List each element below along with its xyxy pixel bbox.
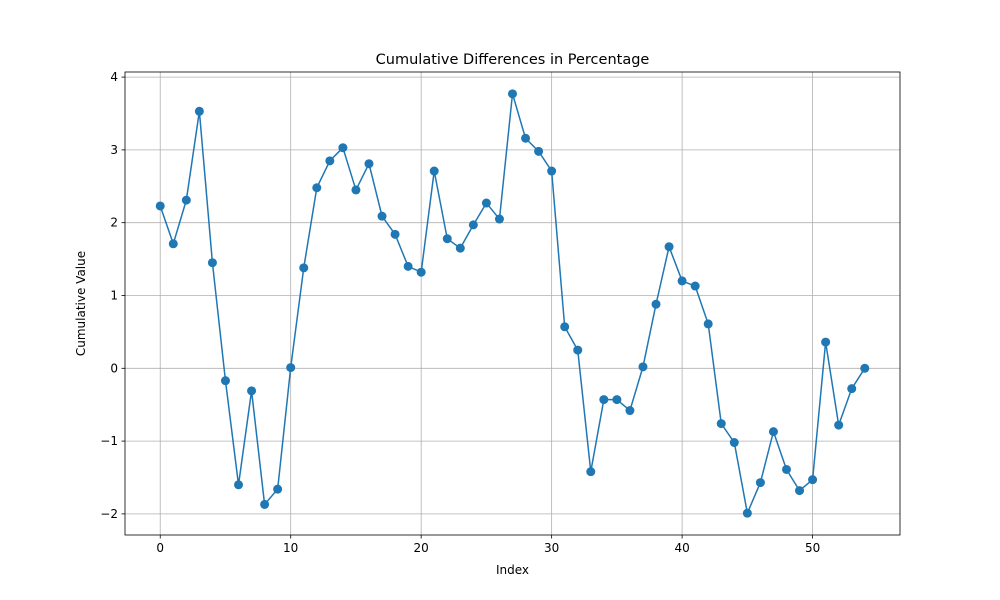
data-point: [508, 89, 517, 99]
data-point: [168, 239, 178, 249]
y-tick-label: 3: [110, 143, 118, 157]
data-point: [377, 211, 387, 221]
data-series: [155, 89, 870, 518]
chart-title: Cumulative Differences in Percentage: [376, 52, 650, 68]
data-point: [625, 406, 635, 416]
y-tick-label: −1: [100, 434, 118, 448]
data-point: [521, 133, 531, 143]
x-tick-label: 10: [283, 541, 298, 555]
data-point: [677, 276, 687, 286]
x-tick-label: 20: [414, 541, 429, 555]
data-point: [181, 195, 191, 205]
data-point: [755, 478, 765, 488]
y-axis-label: Cumulative Value: [74, 251, 88, 356]
data-point: [468, 220, 478, 230]
data-point: [220, 376, 230, 386]
data-point: [586, 467, 596, 477]
data-point: [742, 508, 752, 518]
data-point: [155, 201, 165, 211]
data-point: [429, 166, 439, 176]
grid-lines: [125, 72, 900, 535]
data-point: [664, 242, 674, 252]
data-point: [560, 322, 570, 332]
axis-ticks: 0 10 20 30 40 50 −2 −1 0 1 2 3 4: [100, 70, 820, 555]
data-point: [390, 229, 400, 239]
data-point: [638, 362, 648, 372]
y-tick-label: 2: [110, 216, 118, 230]
data-point: [729, 438, 739, 448]
data-point: [795, 486, 805, 496]
data-point: [364, 159, 374, 169]
y-tick-label: 4: [110, 70, 118, 84]
data-point: [416, 267, 426, 277]
data-point: [703, 319, 713, 329]
data-point: [494, 214, 504, 224]
data-point: [194, 106, 204, 116]
data-point: [247, 386, 257, 396]
data-point: [547, 166, 557, 176]
data-point: [234, 480, 244, 490]
series-line: [159, 93, 866, 514]
data-point: [808, 475, 818, 485]
data-point: [651, 299, 661, 309]
y-tick-label: −2: [100, 507, 118, 521]
data-point: [481, 198, 491, 208]
x-tick-label: 50: [805, 541, 820, 555]
x-tick-label: 40: [674, 541, 689, 555]
data-point: [534, 146, 544, 156]
data-point: [781, 464, 791, 474]
data-point: [260, 499, 270, 509]
data-point: [442, 234, 452, 244]
y-tick-label: 1: [110, 288, 118, 302]
data-point: [716, 419, 726, 429]
plot-frame: [124, 71, 901, 536]
data-point: [273, 484, 283, 494]
data-point: [834, 420, 844, 430]
data-point: [455, 243, 465, 253]
data-point: [403, 261, 413, 271]
data-point: [599, 395, 609, 405]
x-tick-label: 30: [544, 541, 559, 555]
y-tick-label: 0: [110, 361, 118, 375]
data-point: [690, 281, 700, 291]
data-point: [312, 183, 322, 193]
data-point: [573, 345, 583, 355]
data-point: [612, 395, 622, 405]
data-point: [338, 143, 348, 153]
data-point: [325, 156, 335, 166]
data-point: [847, 384, 857, 394]
data-point: [821, 337, 831, 347]
data-point: [768, 427, 778, 437]
data-point: [207, 258, 217, 268]
data-point: [286, 363, 296, 373]
x-axis-label: Index: [496, 563, 529, 577]
x-tick-label: 0: [156, 541, 164, 555]
data-point: [351, 185, 361, 195]
data-point: [299, 263, 309, 273]
data-point: [860, 363, 870, 373]
